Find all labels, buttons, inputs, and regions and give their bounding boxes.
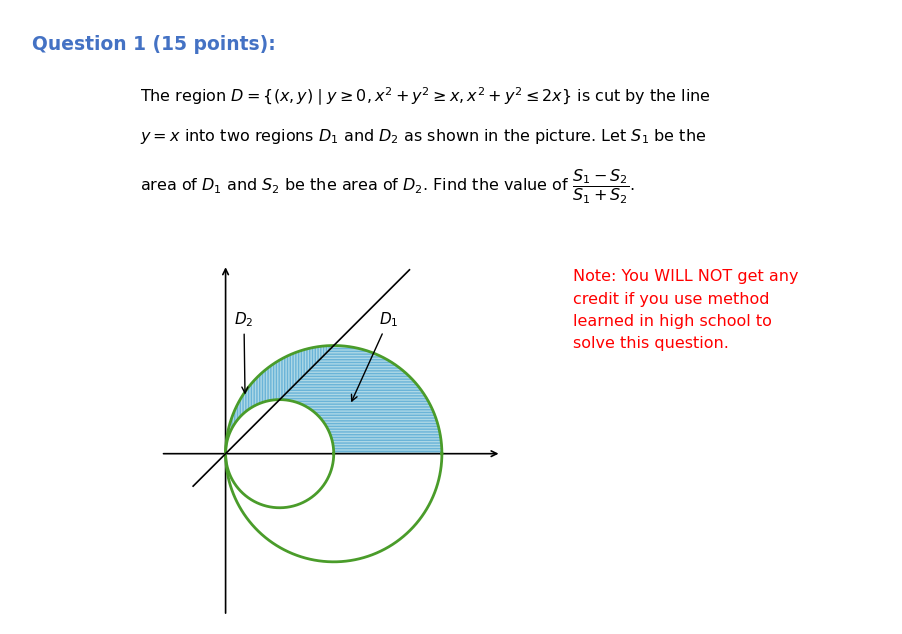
Text: $D_2$: $D_2$	[235, 310, 253, 393]
Text: area of $D_1$ and $S_2$ be the area of $D_2$. Find the value of $\dfrac{S_1-S_2}: area of $D_1$ and $S_2$ be the area of $…	[140, 168, 635, 207]
Text: The region $D=\{(x,y)\mid y\geq 0, x^2+y^2\geq x, x^2+y^2\leq 2x\}$ is cut by th: The region $D=\{(x,y)\mid y\geq 0, x^2+y…	[140, 86, 711, 108]
Text: $D_1$: $D_1$	[352, 310, 399, 401]
Text: Note: You WILL NOT get any
credit if you use method
learned in high school to
so: Note: You WILL NOT get any credit if you…	[573, 269, 798, 351]
Polygon shape	[226, 346, 442, 454]
Text: Question 1 (15 points):: Question 1 (15 points):	[32, 35, 275, 54]
Polygon shape	[226, 346, 334, 454]
Text: $y=x$ into two regions $D_1$ and $D_2$ as shown in the picture. Let $S_1$ be the: $y=x$ into two regions $D_1$ and $D_2$ a…	[140, 127, 706, 146]
